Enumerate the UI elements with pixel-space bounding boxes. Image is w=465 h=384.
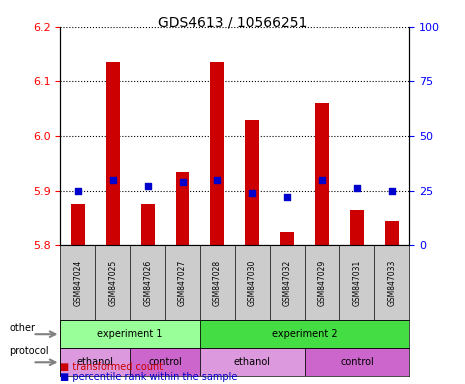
Text: GSM847033: GSM847033 xyxy=(387,260,396,306)
Text: GSM847026: GSM847026 xyxy=(143,260,152,306)
Text: ■ transformed count: ■ transformed count xyxy=(60,362,164,372)
Bar xyxy=(71,204,85,245)
Text: GSM847030: GSM847030 xyxy=(248,260,257,306)
FancyBboxPatch shape xyxy=(200,348,305,376)
Text: control: control xyxy=(340,357,374,367)
Text: GSM847029: GSM847029 xyxy=(318,260,326,306)
Text: experiment 1: experiment 1 xyxy=(98,329,163,339)
Bar xyxy=(350,210,364,245)
FancyBboxPatch shape xyxy=(130,348,200,376)
Text: other: other xyxy=(9,323,35,333)
Point xyxy=(144,183,152,189)
Point xyxy=(388,188,395,194)
Text: GSM847032: GSM847032 xyxy=(283,260,292,306)
Bar xyxy=(246,120,259,245)
FancyBboxPatch shape xyxy=(60,320,200,348)
Text: ethanol: ethanol xyxy=(234,357,271,367)
Text: ■ percentile rank within the sample: ■ percentile rank within the sample xyxy=(60,372,238,382)
Text: control: control xyxy=(148,357,182,367)
Text: GSM847027: GSM847027 xyxy=(178,260,187,306)
Point xyxy=(248,190,256,196)
Bar xyxy=(210,62,225,245)
Text: GSM847028: GSM847028 xyxy=(213,260,222,306)
Bar xyxy=(280,232,294,245)
Point xyxy=(109,177,116,183)
Text: experiment 2: experiment 2 xyxy=(272,329,338,339)
Text: GSM847025: GSM847025 xyxy=(108,260,117,306)
Bar xyxy=(106,62,120,245)
Point xyxy=(283,194,291,200)
Text: protocol: protocol xyxy=(9,346,49,356)
Text: GDS4613 / 10566251: GDS4613 / 10566251 xyxy=(158,15,307,29)
FancyBboxPatch shape xyxy=(60,348,130,376)
Point xyxy=(214,177,221,183)
Text: GSM847031: GSM847031 xyxy=(352,260,361,306)
Point xyxy=(74,188,82,194)
FancyBboxPatch shape xyxy=(305,348,409,376)
Text: GSM847024: GSM847024 xyxy=(73,260,82,306)
Bar xyxy=(385,221,399,245)
Point xyxy=(318,177,325,183)
Text: ethanol: ethanol xyxy=(77,357,114,367)
FancyBboxPatch shape xyxy=(200,320,409,348)
Bar xyxy=(315,103,329,245)
Point xyxy=(179,179,186,185)
Point xyxy=(353,185,361,192)
Bar xyxy=(140,204,154,245)
Bar xyxy=(175,172,189,245)
